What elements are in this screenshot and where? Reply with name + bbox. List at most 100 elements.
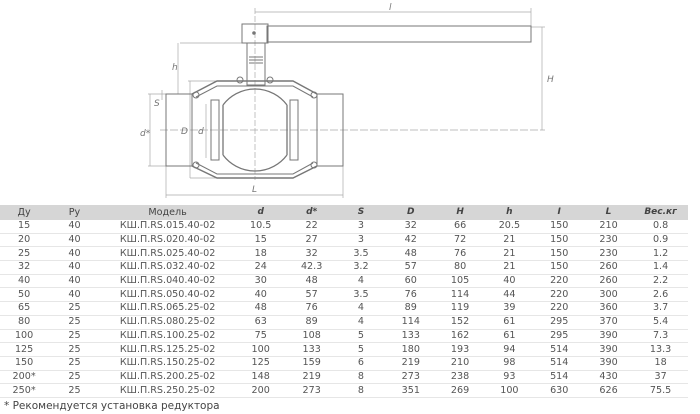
table-row: 20 40 КШ.П.RS.020.40-02 15 27 3 42 72 21 150 230 0.… bbox=[0, 233, 688, 248]
dim-label-D: D bbox=[181, 127, 188, 137]
table-cell: 3 bbox=[336, 220, 386, 234]
table-cell: 15 bbox=[0, 220, 49, 234]
table-cell: 61 bbox=[484, 315, 535, 330]
table-cell: 273 bbox=[287, 383, 337, 398]
table-cell: 0.8 bbox=[633, 220, 688, 234]
table-cell: 40 bbox=[48, 274, 101, 289]
table-cell: 89 bbox=[287, 315, 337, 330]
table-cell: 39 bbox=[484, 301, 535, 316]
table-cell: 630 bbox=[534, 383, 584, 398]
table-cell: 125 bbox=[234, 356, 287, 371]
table-cell: 93 bbox=[484, 370, 535, 385]
table-cell: 40 bbox=[484, 274, 535, 289]
table-cell: 8 bbox=[336, 370, 386, 385]
table-cell: 21 bbox=[484, 233, 535, 248]
column-header: d* bbox=[287, 205, 337, 220]
table-cell: 44 bbox=[484, 287, 535, 303]
valve-ball bbox=[222, 88, 288, 172]
table-cell: 514 bbox=[534, 356, 584, 371]
table-cell: 50 bbox=[0, 287, 49, 303]
table-cell: 40 bbox=[48, 220, 101, 234]
table-cell: 3.5 bbox=[336, 287, 386, 303]
table-cell: 260 bbox=[583, 260, 634, 275]
table-cell: 2.6 bbox=[633, 287, 688, 303]
table-cell: 295 bbox=[534, 315, 584, 330]
table-row: 32 40 КШ.П.RS.032.40-02 24 42.3 3.2 57 80 21 150 2… bbox=[0, 260, 688, 275]
table-row: 15 40 КШ.П.RS.015.40-02 10.5 22 3 32 66 20.5 150 2… bbox=[0, 220, 688, 234]
handle-bar bbox=[266, 25, 532, 43]
table-cell: 100 bbox=[234, 342, 287, 357]
table-cell: 32 bbox=[287, 246, 337, 262]
table-cell: 119 bbox=[435, 301, 485, 316]
column-header: S bbox=[336, 205, 386, 220]
table-cell: 390 bbox=[583, 356, 634, 371]
table-row: 200* 25 КШ.П.RS.200.25-02 148 219 8 273 238 93 51… bbox=[0, 370, 688, 385]
table-cell: 42.3 bbox=[287, 260, 337, 275]
table-row: 25 40 КШ.П.RS.025.40-02 18 32 3.5 48 76 21 150 230… bbox=[0, 246, 688, 262]
table-cell: КШ.П.RS.250.25-02 bbox=[100, 383, 235, 398]
column-header: Ду bbox=[0, 205, 49, 220]
table-cell: КШ.П.RS.025.40-02 bbox=[100, 246, 235, 262]
table-cell: КШ.П.RS.015.40-02 bbox=[100, 220, 235, 234]
table-cell: 25 bbox=[48, 315, 101, 330]
table-cell: 25 bbox=[48, 370, 101, 385]
table-cell: 61 bbox=[484, 329, 535, 344]
column-header: D bbox=[385, 205, 436, 220]
dim-label-d: d bbox=[198, 127, 204, 137]
table-row: 100 25 КШ.П.RS.100.25-02 75 108 5 133 162 61 295 3… bbox=[0, 329, 688, 344]
table-row: 80 25 КШ.П.RS.080.25-02 63 89 4 114 152 61 295 370… bbox=[0, 315, 688, 330]
table-cell: 200* bbox=[0, 370, 49, 385]
table-cell: 100 bbox=[0, 329, 49, 344]
table-cell: 114 bbox=[435, 287, 485, 303]
table-cell: 48 bbox=[234, 301, 287, 316]
table-cell: КШ.П.RS.125.25-02 bbox=[100, 342, 235, 357]
table-cell: КШ.П.RS.200.25-02 bbox=[100, 370, 235, 385]
table-cell: 360 bbox=[583, 301, 634, 316]
table-cell: 76 bbox=[287, 301, 337, 316]
table-cell: 80 bbox=[0, 315, 49, 330]
table-cell: 220 bbox=[534, 301, 584, 316]
dim-label-L: L bbox=[252, 185, 257, 195]
column-header: H bbox=[435, 205, 485, 220]
table-cell: 75.5 bbox=[633, 383, 688, 398]
table-cell: 48 bbox=[287, 274, 337, 289]
table-cell: 98 bbox=[484, 356, 535, 371]
table-row: 125 25 КШ.П.RS.125.25-02 100 133 5 180 193 94 514… bbox=[0, 342, 688, 357]
table-row: 65 25 КШ.П.RS.065.25-02 48 76 4 89 119 39 220 360 3… bbox=[0, 301, 688, 316]
table-cell: 295 bbox=[534, 329, 584, 344]
table-cell: 40 bbox=[48, 233, 101, 248]
column-header: Вес.кг bbox=[633, 205, 688, 220]
left-pipe bbox=[165, 93, 193, 167]
table-cell: 150 bbox=[534, 233, 584, 248]
table-cell: 25 bbox=[48, 383, 101, 398]
dim-label-S: S bbox=[154, 99, 160, 109]
table-cell: 100 bbox=[484, 383, 535, 398]
column-header: Модель bbox=[100, 205, 235, 220]
table-cell: 15 bbox=[234, 233, 287, 248]
table-cell: 0.9 bbox=[633, 233, 688, 248]
dim-label-l-top: l bbox=[389, 3, 392, 13]
table-cell: 27 bbox=[287, 233, 337, 248]
table-cell: 10.5 bbox=[234, 220, 287, 234]
table-cell: 269 bbox=[435, 383, 485, 398]
dim-label-H: H bbox=[547, 75, 554, 85]
table-cell: 390 bbox=[583, 329, 634, 344]
dim-label-h: h bbox=[172, 63, 178, 73]
table-cell: КШ.П.RS.050.40-02 bbox=[100, 287, 235, 303]
table-cell: 21 bbox=[484, 260, 535, 275]
table-cell: 390 bbox=[583, 342, 634, 357]
table-cell: 5 bbox=[336, 329, 386, 344]
table-cell: 57 bbox=[385, 260, 436, 275]
table-row: 150 25 КШ.П.RS.150.25-02 125 159 6 219 210 98 514… bbox=[0, 356, 688, 371]
table-cell: КШ.П.RS.020.40-02 bbox=[100, 233, 235, 248]
table-cell: 22 bbox=[287, 220, 337, 234]
table-cell: 219 bbox=[287, 370, 337, 385]
table-cell: 25 bbox=[48, 329, 101, 344]
table-cell: 351 bbox=[385, 383, 436, 398]
table-cell: 273 bbox=[385, 370, 436, 385]
table-cell: 57 bbox=[287, 287, 337, 303]
table-cell: 133 bbox=[287, 342, 337, 357]
table-cell: 25 bbox=[48, 356, 101, 371]
table-cell: 3.5 bbox=[336, 246, 386, 262]
table-cell: 65 bbox=[0, 301, 49, 316]
